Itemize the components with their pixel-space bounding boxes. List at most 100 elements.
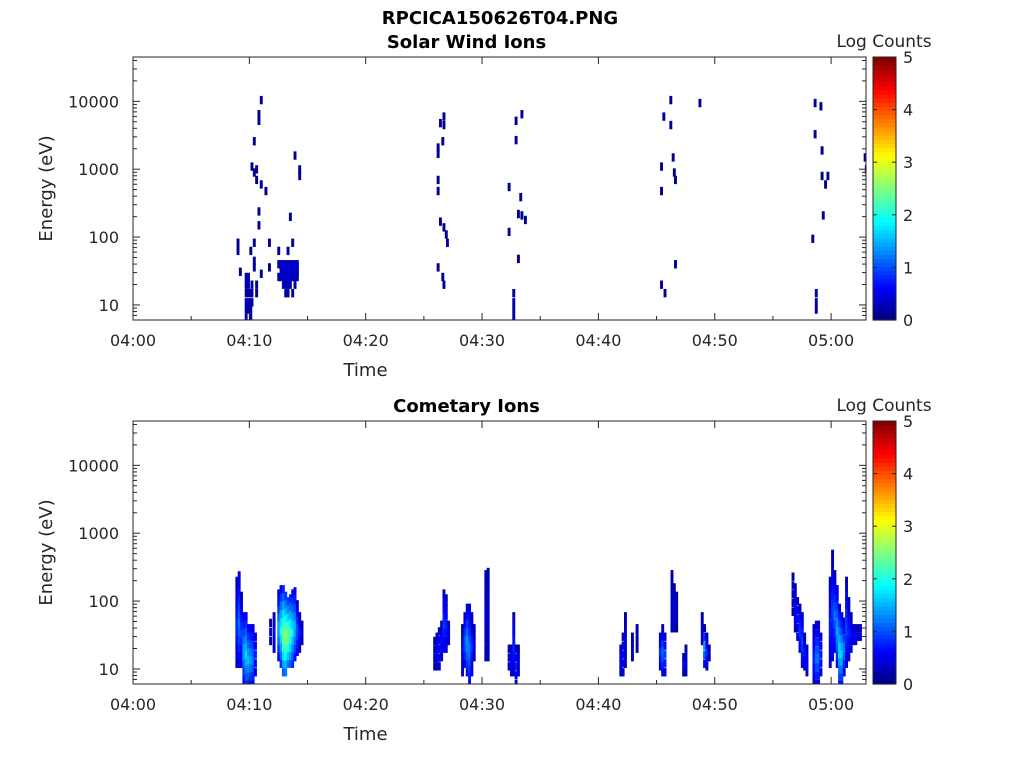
spectrogram-cell <box>675 624 679 633</box>
colorbar-segment <box>873 605 896 611</box>
spectrogram-cell <box>682 653 686 662</box>
spectrogram-cell <box>468 657 472 666</box>
spectrogram-cell <box>831 557 835 566</box>
spectrogram-cell <box>831 573 835 582</box>
spectrogram-cell <box>630 646 634 655</box>
spectrogram-cell <box>663 668 667 677</box>
spectrogram-cell <box>437 653 441 662</box>
spectrogram-cell <box>277 272 281 282</box>
spectrogram-cell <box>470 620 474 629</box>
spectrogram-cell <box>249 680 253 684</box>
colorbar-segment <box>873 233 896 239</box>
panel-title: Cometary Ions <box>393 396 540 417</box>
spectrogram-cell <box>484 611 488 620</box>
colorbar-tick-label: 3 <box>903 153 913 172</box>
spectrogram-cell <box>814 629 818 638</box>
colorbar-segment <box>873 470 896 476</box>
spectrogram-cell <box>255 175 259 185</box>
x-tick-label: 04:00 <box>110 331 156 350</box>
spectrogram-cell <box>819 641 823 650</box>
spectrogram-cell <box>820 171 824 181</box>
spectrogram-cell <box>484 644 488 654</box>
spectrogram-cell <box>237 579 241 588</box>
spectrogram-cell <box>250 298 254 307</box>
spectrogram-cell <box>658 662 662 671</box>
spectrogram-cell <box>811 234 815 243</box>
colorbar-segment <box>873 225 896 231</box>
colorbar-segment <box>873 57 896 62</box>
spectrogram-cell <box>252 263 256 272</box>
spectrogram-cell <box>798 636 802 645</box>
spectrogram-cell <box>828 601 832 610</box>
spectrogram-cell <box>435 632 439 641</box>
spectrogram-cell <box>433 653 437 663</box>
spectrogram-cell <box>293 603 297 612</box>
spectrogram-cell <box>277 605 281 614</box>
colorbar-segment <box>873 77 896 83</box>
spectrogram-cell <box>286 272 290 282</box>
colorbar-segment <box>873 200 896 206</box>
spectrogram-cell <box>244 289 248 298</box>
spectrogram-cell <box>463 643 467 653</box>
spectrogram-cell <box>264 186 268 196</box>
spectrogram-cell <box>293 644 297 654</box>
spectrogram-cell <box>828 626 832 635</box>
spectrogram-cell <box>840 657 844 666</box>
spectrogram-cell <box>244 649 248 659</box>
spectrogram-cell <box>845 593 848 602</box>
spectrogram-cell <box>854 630 858 639</box>
spectrogram-cell <box>440 644 444 654</box>
spectrogram-cell <box>703 632 707 642</box>
spectrogram-cell <box>259 269 263 278</box>
spectrogram-cell <box>293 620 297 629</box>
spectrogram-cell <box>461 631 465 640</box>
spectrogram-cell <box>838 641 842 651</box>
colorbar-segment <box>873 295 896 301</box>
spectrogram-cell <box>817 646 821 655</box>
spectrogram-cell <box>803 654 807 664</box>
spectrogram-cell <box>635 624 639 633</box>
spectrogram-cell <box>291 263 295 272</box>
spectrogram-cell <box>295 267 299 276</box>
spectrogram-cell <box>512 305 516 314</box>
spectrogram-cell <box>470 668 474 677</box>
plot-area <box>133 57 866 320</box>
spectrogram-cell <box>277 629 281 638</box>
colorbar-tick-label: 5 <box>903 48 913 67</box>
spectrogram-cell <box>291 612 295 622</box>
spectrogram-cell <box>298 644 302 653</box>
spectrogram-cell <box>468 611 472 620</box>
spectrogram-cell <box>435 662 439 671</box>
colorbar-segment <box>873 634 896 640</box>
spectrogram-cell <box>465 660 469 669</box>
spectrogram-cell <box>295 272 299 282</box>
spectrogram-cell <box>236 238 240 247</box>
spectrogram-cell <box>791 598 795 608</box>
spectrogram-cell <box>670 608 674 618</box>
spectrogram-cell <box>486 598 490 608</box>
colorbar-segment <box>873 283 896 288</box>
spectrogram-cell <box>279 585 283 594</box>
spectrogram-cell <box>237 635 241 644</box>
spectrogram-cell <box>235 618 239 627</box>
spectrogram-cell <box>635 630 639 640</box>
spectrogram-cell <box>833 586 837 595</box>
spectrogram-cell <box>819 668 823 677</box>
colorbar-segment <box>873 647 896 652</box>
spectrogram-cell <box>791 590 795 599</box>
spectrogram-cell <box>817 629 821 638</box>
spectrogram-cell <box>254 659 257 668</box>
colorbar-tick-label: 1 <box>903 258 913 277</box>
spectrogram-cell <box>437 644 441 654</box>
spectrogram-cell <box>671 153 675 162</box>
spectrogram-cell <box>444 230 448 239</box>
spectrogram-cell <box>436 149 440 158</box>
spectrogram-cell <box>293 151 297 160</box>
spectrogram-cell <box>842 668 846 677</box>
spectrogram-cell <box>284 272 288 282</box>
spectrogram-cell <box>514 116 518 125</box>
spectrogram-cell <box>660 162 663 171</box>
spectrogram-cell <box>249 632 253 641</box>
spectrogram-cell <box>247 272 250 282</box>
spectrogram-cell <box>835 601 839 611</box>
